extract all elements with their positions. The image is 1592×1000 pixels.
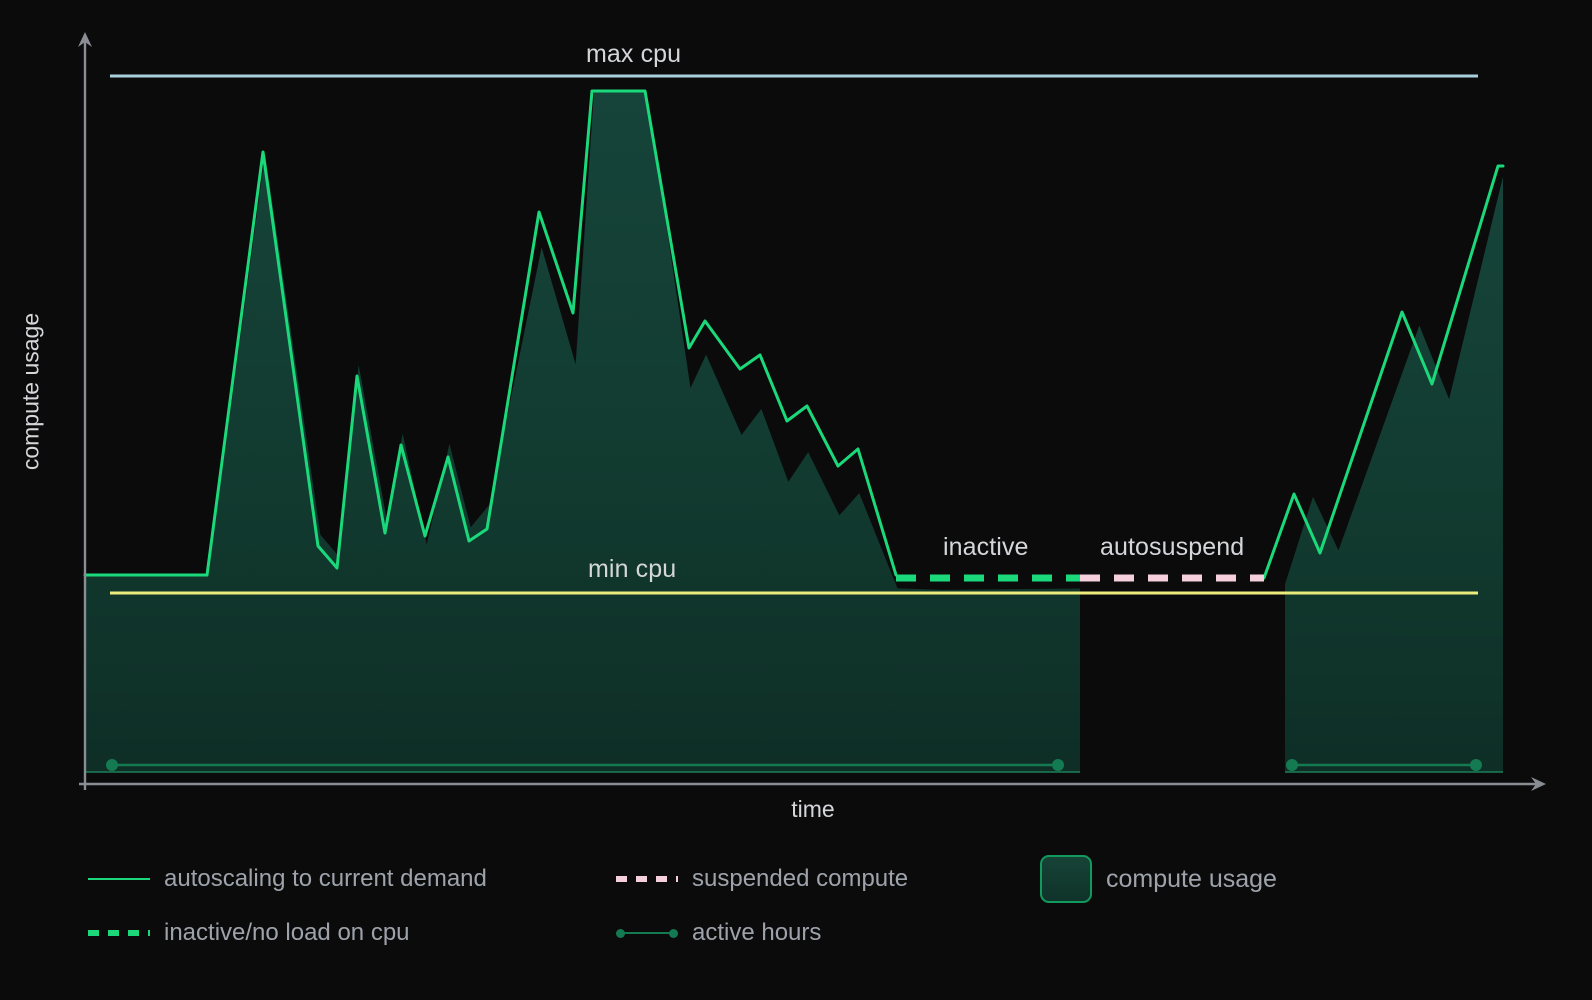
- autosuspend-label: autosuspend: [1100, 533, 1245, 561]
- legend-item-suspended: suspended compute: [616, 864, 908, 894]
- compute-usage-swatch-icon: [1040, 855, 1092, 903]
- compute-usage-area-chart: [78, 32, 1546, 791]
- autoscaling-demand-line-resume: [1262, 164, 1505, 580]
- max-cpu-label: max cpu: [586, 40, 682, 68]
- y-axis: [78, 32, 92, 790]
- solid-line-icon: [88, 868, 150, 890]
- chart-legend: autoscaling to current demand inactive/n…: [0, 848, 1592, 978]
- legend-label-suspended: suspended compute: [692, 865, 909, 892]
- inactive-label: inactive: [943, 533, 1029, 561]
- x-axis-label: time: [791, 796, 835, 822]
- legend-label-inactive: inactive/no load on cpu: [164, 919, 410, 946]
- dashed-pink-line-icon: [616, 868, 678, 890]
- legend-item-inactive: inactive/no load on cpu: [88, 918, 410, 948]
- autoscaling-demand-line: [83, 89, 898, 577]
- chart-canvas: max cpu min cpu inactive autosuspend com…: [17, 32, 1546, 822]
- active-hours-marker-2: [1286, 759, 1482, 771]
- legend-label-active-hours: active hours: [692, 919, 822, 946]
- legend-item-active-hours: active hours: [616, 918, 821, 948]
- legend-item-compute-usage: compute usage: [1040, 855, 1277, 903]
- x-axis: [79, 777, 1546, 791]
- active-hours-line-icon: [616, 922, 678, 944]
- active-hours-marker-1: [106, 759, 1064, 771]
- compute-usage-area-right: [1285, 176, 1503, 772]
- legend-label-autoscaling: autoscaling to current demand: [164, 865, 487, 892]
- y-axis-label: compute usage: [17, 312, 44, 471]
- min-cpu-label: min cpu: [588, 555, 677, 583]
- legend-label-compute-usage: compute usage: [1106, 864, 1277, 893]
- legend-item-autoscaling: autoscaling to current demand: [88, 864, 487, 894]
- dashed-green-line-icon: [88, 922, 150, 944]
- compute-usage-area-left: [85, 91, 1080, 772]
